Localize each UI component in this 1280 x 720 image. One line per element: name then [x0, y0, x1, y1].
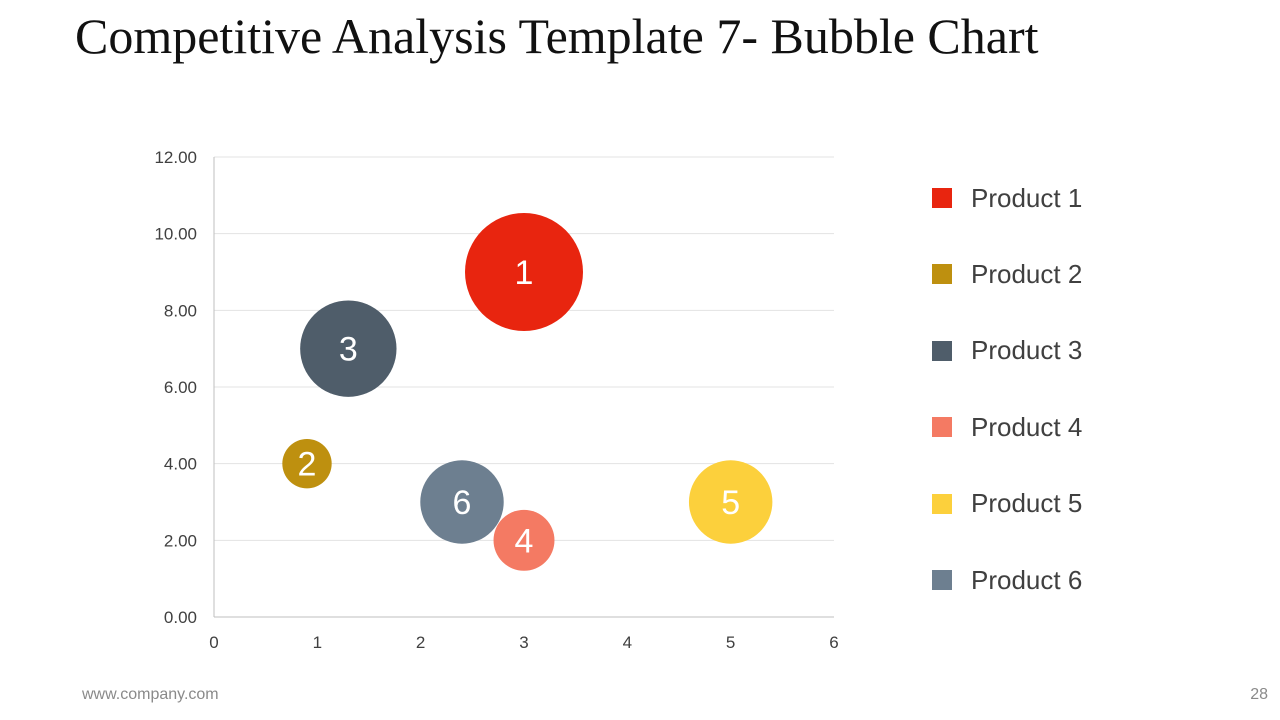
x-tick-label: 4 [623, 633, 632, 652]
legend-item-product-1: Product 1 [932, 180, 1082, 216]
legend-item-product-5: Product 5 [932, 486, 1082, 522]
y-tick-label: 12.00 [154, 148, 197, 167]
y-tick-label: 4.00 [164, 455, 197, 474]
legend-swatch [932, 340, 952, 361]
bubble-product-2 [282, 438, 332, 489]
slide-title: Competitive Analysis Template 7- Bubble … [75, 8, 1039, 64]
legend-item-product-6: Product 6 [932, 562, 1082, 598]
legend-item-product-3: Product 3 [932, 333, 1082, 369]
y-tick-label: 10.00 [154, 225, 197, 244]
y-tick-label: 2.00 [164, 531, 197, 550]
y-tick-label: 0.00 [164, 608, 197, 627]
bubble-product-1 [465, 213, 583, 331]
bubble-label-3: 3 [339, 331, 358, 369]
x-tick-label: 6 [829, 633, 838, 652]
x-tick-label: 5 [726, 633, 735, 652]
bubble-label-5: 5 [721, 484, 740, 522]
legend-item-product-2: Product 2 [932, 256, 1082, 292]
bubble-label-1: 1 [515, 254, 534, 292]
x-tick-label: 0 [209, 633, 218, 652]
bubble-product-6 [420, 460, 504, 544]
legend-swatch [932, 188, 952, 208]
x-tick-label: 3 [519, 633, 528, 652]
legend-swatch [932, 493, 952, 514]
page-number: 28 [1250, 686, 1268, 703]
legend-label: Product 3 [971, 335, 1083, 366]
legend-label: Product 5 [971, 488, 1083, 519]
bubble-product-5 [688, 460, 773, 544]
x-tick-label: 1 [313, 633, 322, 652]
legend-item-product-4: Product 4 [932, 409, 1082, 445]
y-tick-label: 6.00 [164, 378, 197, 397]
legend-label: Product 1 [971, 182, 1083, 213]
y-tick-label: 8.00 [164, 301, 197, 320]
legend-swatch [932, 264, 952, 285]
x-tick-label: 2 [416, 633, 425, 652]
bubble-label-6: 6 [453, 484, 472, 522]
legend-label: Product 2 [971, 258, 1083, 289]
legend-swatch [932, 417, 952, 438]
legend-label: Product 6 [971, 564, 1083, 595]
bubble-label-4: 4 [515, 522, 534, 560]
legend-swatch [932, 570, 952, 590]
footer-url: www.company.com [82, 686, 219, 703]
bubble-product-4 [493, 509, 555, 571]
bubble-product-3 [300, 300, 397, 397]
bubble-label-2: 2 [298, 446, 317, 484]
legend-label: Product 4 [971, 411, 1083, 442]
